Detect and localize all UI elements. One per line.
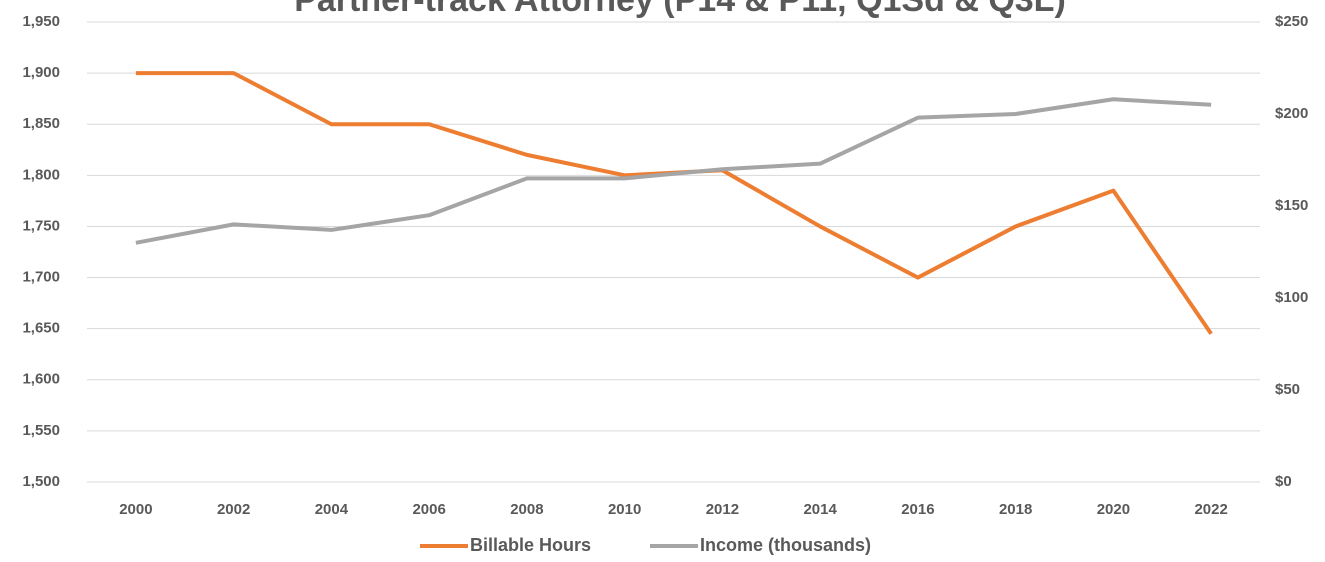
y2-tick-label: $150 bbox=[1275, 197, 1308, 214]
x-tick-label: 2006 bbox=[412, 501, 445, 518]
x-tick-label: 2022 bbox=[1194, 501, 1227, 518]
x-tick-label: 2010 bbox=[608, 501, 641, 518]
y2-tick-label: $100 bbox=[1275, 289, 1308, 306]
y-tick-label: 1,600 bbox=[22, 371, 60, 388]
chart-title: Partner-track Attorney (P14 & P11, Q1Sd … bbox=[294, 0, 1066, 19]
y2-tick-label: $50 bbox=[1275, 381, 1300, 398]
y2-tick-label: $200 bbox=[1275, 105, 1308, 122]
y-tick-label: 1,900 bbox=[22, 64, 60, 81]
x-tick-label: 2002 bbox=[217, 501, 250, 518]
x-tick-label: 2000 bbox=[119, 501, 152, 518]
y-tick-label: 1,850 bbox=[22, 115, 60, 132]
x-tick-label: 2004 bbox=[315, 501, 349, 518]
legend-label: Income (thousands) bbox=[700, 535, 871, 555]
x-tick-label: 2012 bbox=[706, 501, 739, 518]
y-tick-label: 1,550 bbox=[22, 422, 60, 439]
y-tick-label: 1,650 bbox=[22, 320, 60, 337]
x-tick-label: 2016 bbox=[901, 501, 934, 518]
x-tick-label: 2014 bbox=[803, 501, 837, 518]
y-tick-label: 1,800 bbox=[22, 166, 60, 183]
y-tick-label: 1,950 bbox=[22, 13, 60, 30]
x-tick-label: 2018 bbox=[999, 501, 1032, 518]
y-tick-label: 1,700 bbox=[22, 269, 60, 286]
y2-tick-label: $0 bbox=[1275, 473, 1292, 490]
line-series bbox=[135, 71, 1213, 335]
x-tick-label: 2020 bbox=[1097, 501, 1130, 518]
y-tick-label: 1,500 bbox=[22, 473, 60, 490]
legend-label: Billable Hours bbox=[470, 535, 591, 555]
y2-tick-label: $250 bbox=[1275, 13, 1308, 30]
x-tick-label: 2008 bbox=[510, 501, 543, 518]
line-series bbox=[135, 97, 1212, 245]
y-tick-label: 1,750 bbox=[22, 217, 60, 234]
